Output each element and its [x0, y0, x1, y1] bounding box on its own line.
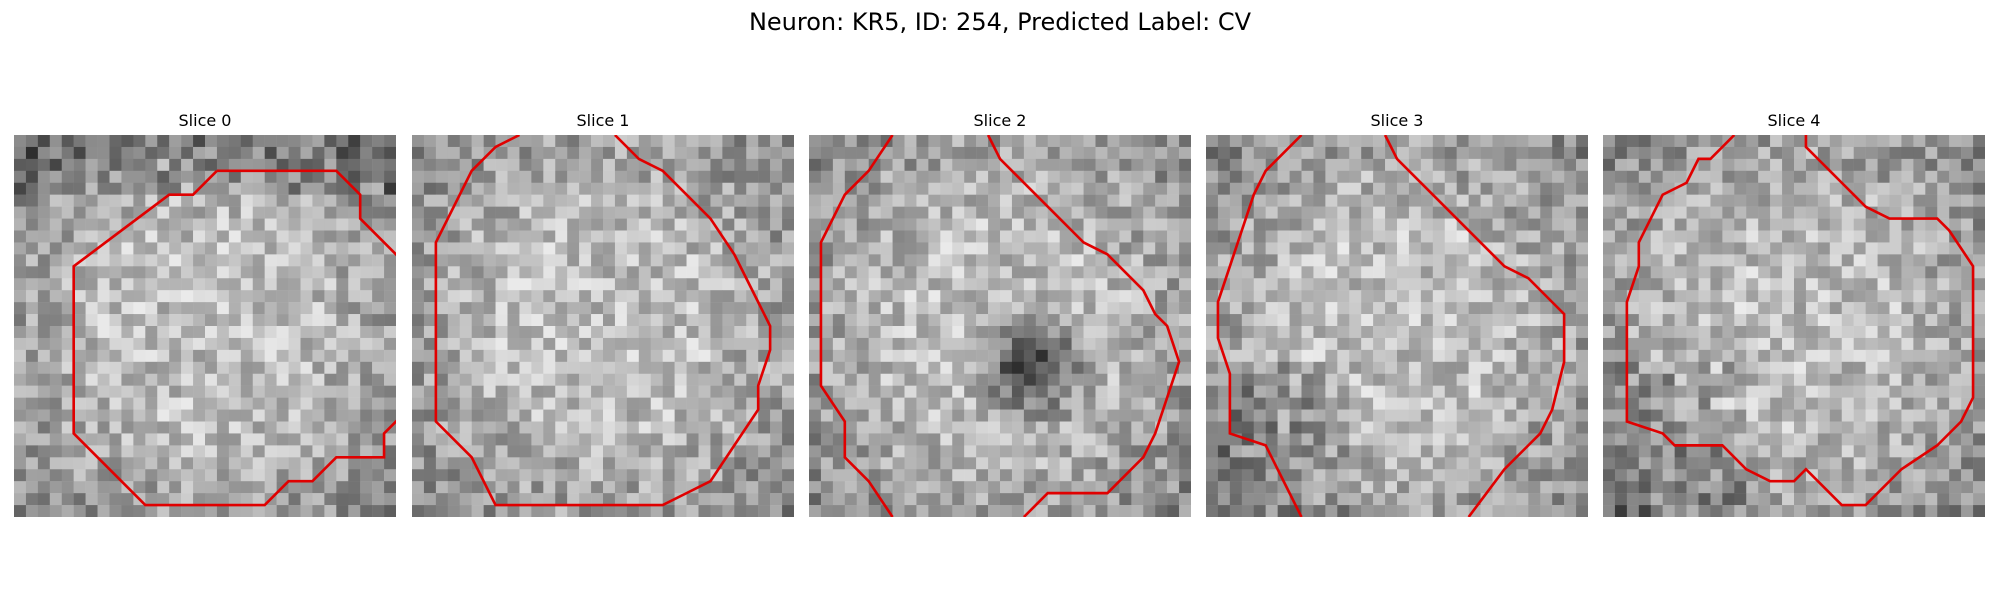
pixel-grid [1206, 135, 1588, 517]
slice-title: Slice 2 [973, 111, 1027, 130]
pixel-grid [412, 135, 794, 517]
figure-title: Neuron: KR5, ID: 254, Predicted Label: C… [748, 8, 1252, 36]
pixel-grid [14, 135, 396, 517]
contour-line [986, 135, 1181, 517]
slice-image [809, 135, 1191, 517]
contour-line [1383, 135, 1566, 517]
slice-panel-2: Slice 2 [809, 110, 1191, 517]
slice-panel-3: Slice 3 [1206, 110, 1588, 517]
slice-image [412, 135, 794, 517]
slice-title: Slice 1 [576, 111, 630, 130]
slice-title: Slice 0 [178, 111, 232, 130]
contour-line [1625, 135, 1975, 507]
contour-line [1216, 135, 1303, 517]
slice-panel-4: Slice 4 [1603, 110, 1985, 517]
slice-title: Slice 4 [1767, 111, 1821, 130]
slice-title: Slice 3 [1370, 111, 1424, 130]
slice-panel-0: Slice 0 [14, 110, 396, 517]
slice-image [1603, 135, 1985, 517]
contour-line [434, 135, 772, 507]
pixel-grid [1603, 135, 1985, 517]
slice-image [1206, 135, 1588, 517]
slice-image [14, 135, 396, 517]
contour-line [819, 135, 894, 517]
slice-panel-1: Slice 1 [412, 110, 794, 517]
contour-line [72, 169, 396, 507]
pixel-grid [809, 135, 1191, 517]
